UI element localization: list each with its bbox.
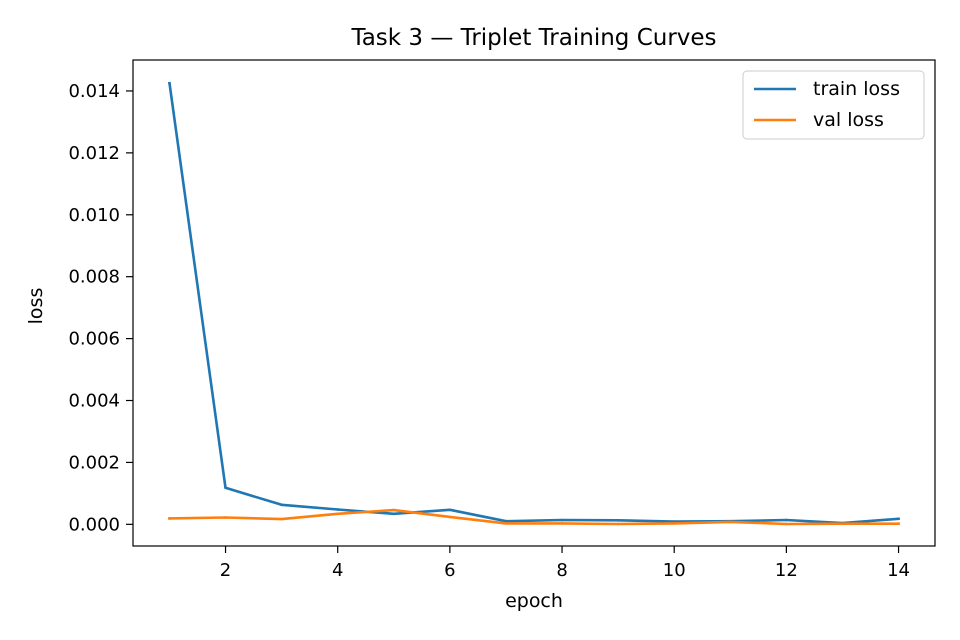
data-point-train-loss [448, 508, 452, 512]
x-tick-label: 10 [663, 560, 686, 581]
series-line-val-loss [168, 508, 900, 526]
x-tick-label: 2 [220, 560, 231, 581]
y-axis-label: loss [25, 288, 47, 325]
data-point-train-loss [280, 503, 283, 507]
data-point-train-loss [336, 508, 340, 511]
data-point-train-loss [560, 518, 564, 522]
x-tick-label: 6 [444, 560, 455, 581]
data-point-train-loss [616, 519, 620, 522]
y-tick-label: 0.004 [68, 391, 120, 412]
y-tick-label: 0.002 [68, 452, 120, 473]
legend-label-train-loss: train loss [813, 78, 900, 100]
y-tick-label: 0.010 [68, 205, 120, 226]
data-point-val-loss [560, 522, 564, 525]
data-point-val-loss [224, 516, 227, 519]
data-point-val-loss [897, 522, 900, 526]
x-tick-label: 14 [887, 560, 910, 581]
data-point-train-loss [897, 517, 900, 521]
data-point-val-loss [448, 515, 452, 519]
y-tick-label: 0.012 [68, 143, 120, 164]
legend-label-val-loss: val loss [813, 109, 884, 131]
x-tick-label: 8 [556, 560, 567, 581]
y-tick-label: 0.006 [68, 329, 120, 350]
plot-frame [132, 59, 936, 547]
y-tick-label: 0.014 [68, 81, 120, 102]
data-point-val-loss [728, 520, 732, 524]
data-point-train-loss [392, 512, 396, 516]
x-tick-label: 4 [332, 560, 343, 581]
y-axis-ticks: 0.000 0.002 0.004 0.006 0.008 0.010 0.012 0.014 [68, 81, 133, 535]
data-point-val-loss [336, 512, 340, 516]
data-point-val-loss [168, 517, 171, 520]
series-layer [168, 81, 900, 526]
data-point-val-loss [785, 522, 788, 526]
data-point-train-loss [224, 486, 227, 490]
x-tick-label: 12 [775, 560, 798, 581]
data-point-val-loss [392, 508, 396, 512]
data-point-train-loss [785, 518, 788, 522]
x-axis-ticks: 2 4 6 8 10 12 14 [220, 546, 910, 581]
data-point-train-loss [504, 519, 508, 523]
data-point-train-loss [168, 81, 171, 85]
y-tick-label: 0.000 [68, 514, 120, 535]
data-point-val-loss [280, 517, 283, 521]
legend: train loss val loss [742, 70, 925, 140]
data-point-val-loss [841, 522, 844, 526]
data-point-val-loss [504, 522, 508, 525]
data-point-val-loss [616, 522, 620, 526]
x-axis-label: epoch [505, 590, 563, 612]
y-tick-label: 0.008 [68, 267, 120, 288]
series-line-train-loss [168, 81, 900, 525]
data-point-val-loss [672, 522, 676, 525]
chart-title: Task 3 — Triplet Training Curves [350, 25, 716, 51]
